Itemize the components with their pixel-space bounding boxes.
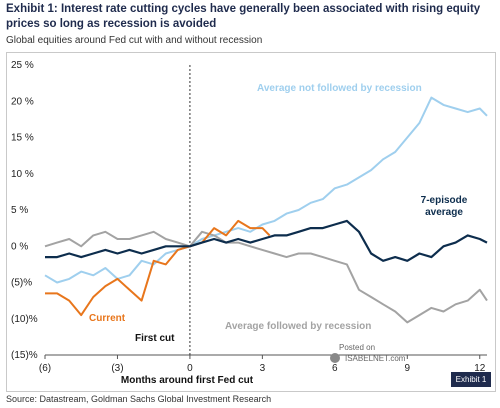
watermark-bottom: ISABELNET.com — [345, 354, 406, 363]
x-tick-label: (6) — [39, 363, 51, 374]
x-tick-label: 0 — [187, 363, 193, 374]
label-first-cut: First cut — [135, 333, 175, 344]
series-average-line — [45, 219, 488, 262]
x-tick-label: 6 — [332, 363, 338, 374]
watermark-top: Posted on — [339, 343, 375, 352]
series-recession-line — [44, 230, 488, 324]
y-tick-label: 25 % — [11, 60, 34, 71]
series-layer — [44, 96, 488, 324]
label-recession: Average followed by recession — [225, 321, 371, 332]
y-tick-label: 15 % — [11, 133, 34, 144]
y-tick-label: (10)% — [11, 314, 38, 325]
y-tick-label: 20 % — [11, 96, 34, 107]
x-tick-label: (3) — [111, 363, 123, 374]
chart-frame: 25 % 20 % 15 % 10 % 5 % 0 % (5)% (10)% (15)% (6)… — [6, 52, 496, 392]
chart-title: Exhibit 1: Interest rate cutting cycles … — [6, 3, 481, 30]
exhibit-tag: Exhibit 1 — [451, 372, 491, 387]
y-tick-label: 10 % — [11, 169, 34, 180]
y-tick-label: 0 % — [11, 241, 28, 252]
labels-layer: Average not followed by recession 7-episo… — [89, 83, 468, 344]
y-tick-label: 5 % — [11, 205, 28, 216]
series-not-recession-line — [44, 96, 488, 284]
label-current: Current — [89, 313, 126, 324]
label-average-1: 7-episode — [421, 195, 468, 206]
y-tick-label: (5)% — [11, 278, 32, 289]
x-tick-label: 12 — [474, 363, 486, 374]
x-axis: (6) (3) 0 3 6 9 12 — [39, 354, 487, 374]
x-tick-label: 3 — [260, 363, 266, 374]
series-current-line — [45, 219, 271, 317]
label-average-2: average — [425, 207, 463, 218]
y-tick-label: (15)% — [11, 350, 38, 361]
x-axis-label: Months around first Fed cut — [121, 375, 254, 386]
line-chart: 25 % 20 % 15 % 10 % 5 % 0 % (5)% (10)% (15)% (6)… — [11, 60, 488, 386]
source-note: Source: Datastream, Goldman Sachs Global… — [6, 394, 272, 404]
x-tick-label: 9 — [405, 363, 411, 374]
label-not-recession: Average not followed by recession — [257, 83, 422, 94]
isabelnet-logo — [330, 353, 340, 363]
y-axis: 25 % 20 % 15 % 10 % 5 % 0 % (5)% (10)% (15)% — [11, 60, 38, 361]
chart-subtitle: Global equities around Fed cut with and … — [6, 35, 263, 46]
